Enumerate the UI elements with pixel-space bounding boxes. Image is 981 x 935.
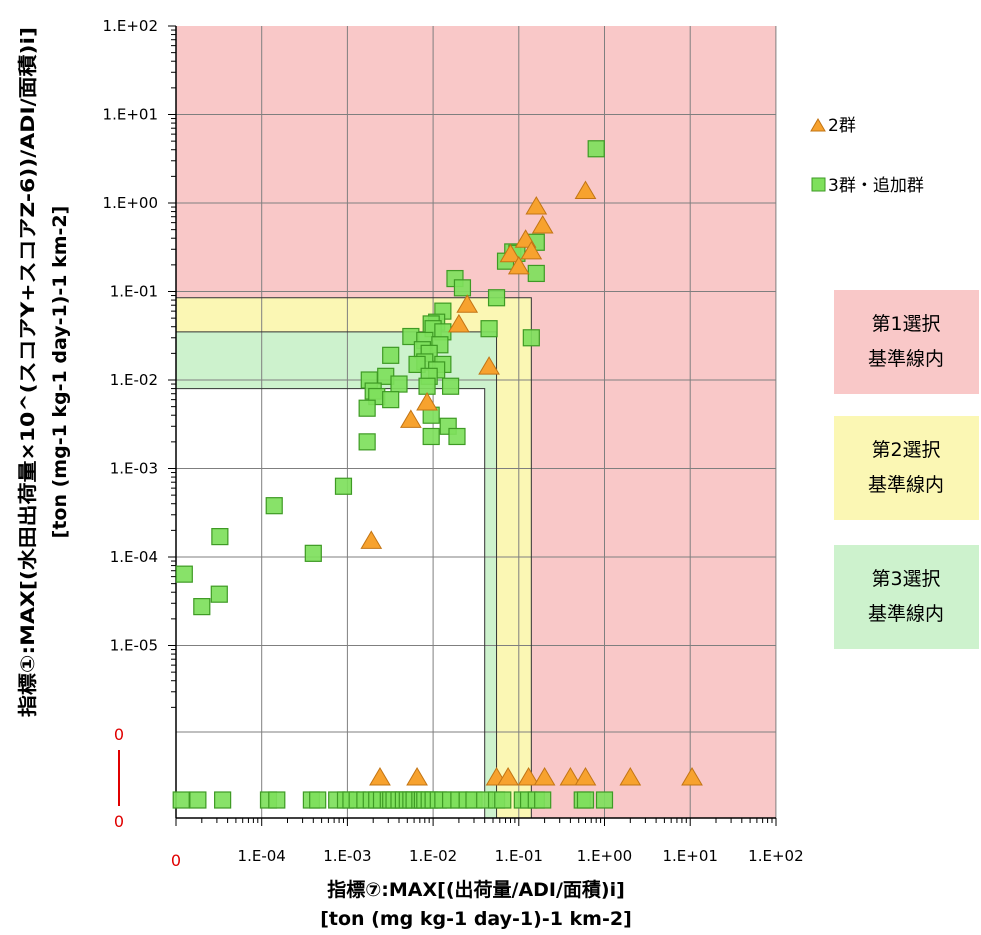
triangle-marker	[416, 391, 438, 411]
grid-lines	[176, 26, 777, 818]
axis-titles: 指標⑦:MAX[(出荷量/ADI/面積)i] [ton (mg kg-1 day-…	[16, 27, 632, 930]
triangle-marker	[406, 767, 428, 786]
triangle-marker	[499, 243, 522, 263]
square-marker	[522, 329, 540, 347]
square-marker	[487, 289, 506, 307]
square-marker	[189, 791, 207, 809]
square-marker	[358, 433, 376, 451]
square-marker	[576, 791, 595, 809]
x-axis-title-line2: [ton (mg kg-1 day-1)-1 km-2]	[320, 908, 632, 930]
square-marker	[480, 320, 498, 338]
region-3-label-line2: 基準線内	[868, 603, 944, 625]
y-axis-title-line2: [ton (mg-1 kg-1 day-1)-1 km-2]	[49, 206, 71, 539]
y-axis-title-line1: 指標①:MAX[(水田出荷量×10^(スコアY+スコアZ-6))/ADI/面積)…	[16, 27, 39, 717]
square-marker	[534, 791, 552, 809]
square-marker	[214, 791, 232, 809]
square-marker	[418, 377, 436, 395]
legend-label-3gun: 3群・追加群	[828, 176, 924, 196]
triangle-marker	[525, 196, 548, 215]
x-tick-label: 1.E-01	[495, 847, 543, 865]
y-tick-label: 1.E-05	[110, 637, 158, 655]
square-marker	[193, 598, 211, 616]
legend: 2群 3群・追加群	[810, 116, 924, 196]
square-marker	[587, 140, 605, 158]
triangle-marker	[559, 767, 582, 786]
y-tick-label: 1.E-01	[110, 283, 158, 301]
square-marker	[448, 427, 466, 446]
legend-label-2gun: 2群	[828, 116, 856, 136]
triangle-marker	[574, 180, 597, 199]
data-markers	[172, 140, 703, 809]
x-tick-label: 1.E+02	[748, 847, 803, 865]
x-tick-label: 1.E+01	[662, 847, 717, 865]
triangle-marker	[619, 767, 642, 786]
triangle-marker	[399, 409, 422, 428]
square-marker	[172, 791, 190, 809]
square-marker	[265, 497, 283, 515]
square-marker	[211, 528, 229, 546]
region-1-label-line2: 基準線内	[868, 348, 944, 370]
square-marker	[268, 791, 286, 809]
region-1-label-line1: 第1選択	[871, 313, 940, 335]
triangle-marker	[681, 767, 703, 786]
triangle-marker	[456, 294, 479, 313]
square-marker	[304, 544, 322, 562]
tick-labels: 1.E-04 1.E-03 1.E-02 1.E-01 1.E+00 1.E+01 1.E+…	[103, 17, 804, 870]
square-marker	[309, 791, 327, 809]
triangle-marker	[574, 767, 597, 786]
legend-triangle-marker	[810, 118, 826, 132]
triangle-marker	[517, 767, 540, 786]
triangle-marker	[533, 767, 556, 786]
axes	[118, 25, 777, 826]
region-3-label-box	[834, 545, 979, 649]
triangle-marker	[520, 240, 543, 260]
inner-white-area	[176, 388, 485, 818]
triangle-marker	[507, 255, 530, 275]
region-2-label-box	[834, 416, 979, 520]
legend-square-marker	[811, 177, 826, 192]
square-marker	[494, 791, 512, 809]
triangle-marker	[360, 530, 383, 549]
triangle-marker	[531, 214, 554, 234]
x-tick-label: 1.E+00	[577, 847, 632, 865]
y-tick-label: 1.E-03	[110, 460, 158, 478]
region-3-label-line1: 第3選択	[871, 568, 940, 590]
square-marker	[358, 399, 376, 417]
square-marker	[382, 346, 400, 364]
y-tick-label: 1.E-04	[110, 548, 158, 566]
square-marker	[382, 391, 400, 409]
square-marker	[334, 477, 353, 495]
triangle-marker	[478, 356, 500, 375]
region-1-boundary	[176, 297, 532, 818]
square-marker	[527, 264, 545, 283]
triangle-marker	[448, 313, 470, 333]
x-tick-label: 1.E-02	[409, 847, 457, 865]
triangle-marker	[369, 767, 391, 786]
square-marker	[453, 279, 472, 297]
square-marker	[390, 375, 408, 393]
threshold-regions	[176, 26, 776, 818]
x-axis-title-line1: 指標⑦:MAX[(出荷量/ADI/面積)i]	[327, 878, 625, 901]
y-tick-label: 1.E+00	[103, 194, 158, 212]
x-zero-label: 0	[171, 851, 181, 870]
square-marker	[422, 427, 440, 446]
region-2-label-line2: 基準線内	[868, 474, 944, 496]
square-marker	[595, 791, 614, 809]
triangle-marker	[497, 767, 519, 786]
y-tick-label: 1.E+02	[103, 17, 158, 35]
y-tick-label: 1.E+01	[103, 106, 158, 124]
region-1-label-box	[834, 290, 979, 394]
x-tick-label: 1.E-03	[323, 847, 371, 865]
region-3-boundary	[176, 388, 486, 818]
square-marker	[210, 585, 228, 603]
y-zero-top-label: 0	[114, 725, 124, 744]
x-tick-label: 1.E-04	[238, 847, 286, 865]
y-tick-label: 1.E-02	[110, 371, 158, 389]
square-marker	[175, 565, 193, 583]
square-marker	[441, 377, 460, 395]
y-zero-bottom-label: 0	[114, 812, 124, 831]
region-2-label-line1: 第2選択	[871, 439, 940, 461]
